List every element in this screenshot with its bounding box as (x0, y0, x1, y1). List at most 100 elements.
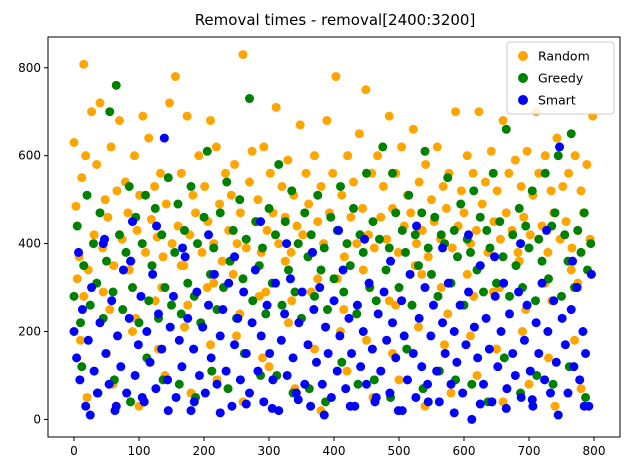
point-random (339, 305, 349, 315)
point-random (566, 265, 576, 275)
point-greedy (566, 129, 576, 139)
point-greedy (388, 168, 397, 178)
point-greedy (121, 247, 131, 257)
point-smart (194, 370, 204, 380)
point-greedy (485, 243, 495, 253)
point-smart (107, 296, 117, 306)
point-smart (122, 388, 132, 398)
point-greedy (560, 230, 570, 240)
point-smart (239, 287, 249, 297)
point-greedy (173, 199, 183, 209)
point-random (567, 243, 577, 253)
point-greedy (401, 247, 410, 257)
point-random (176, 168, 186, 178)
point-greedy (160, 283, 170, 293)
point-smart (527, 395, 537, 405)
point-smart (412, 221, 422, 231)
point-random (284, 318, 293, 328)
point-smart (501, 403, 511, 413)
point-smart (142, 327, 152, 337)
point-smart (271, 278, 280, 288)
point-smart (77, 305, 87, 315)
point-random (376, 212, 386, 222)
point-random (495, 234, 505, 244)
point-smart (174, 335, 184, 345)
point-smart (326, 392, 336, 402)
point-random (522, 146, 532, 156)
point-random (286, 247, 296, 257)
point-smart (362, 379, 371, 389)
point-greedy (498, 252, 508, 262)
x-tick-label: 200 (193, 444, 216, 458)
point-smart (95, 318, 105, 328)
point-smart (89, 366, 99, 376)
point-greedy (352, 309, 362, 319)
point-random (543, 247, 553, 257)
point-random (112, 186, 122, 196)
point-greedy (404, 190, 414, 200)
point-smart (496, 327, 506, 337)
point-smart (522, 300, 532, 310)
point-smart (408, 348, 418, 358)
point-greedy (284, 265, 293, 275)
point-greedy (235, 195, 245, 205)
point-random (310, 151, 319, 161)
point-greedy (397, 225, 407, 235)
point-smart (411, 392, 421, 402)
point-smart (572, 283, 582, 293)
point-greedy (534, 234, 544, 244)
point-greedy (475, 212, 485, 222)
legend: Random Greedy Smart (506, 41, 615, 115)
point-random (165, 98, 175, 108)
point-random (466, 331, 475, 341)
point-random (150, 296, 160, 306)
point-smart (145, 357, 155, 367)
point-random (510, 155, 520, 165)
point-smart (247, 318, 257, 328)
point-smart (514, 287, 524, 297)
point-smart (402, 375, 412, 385)
point-random (274, 239, 284, 249)
point-smart (423, 397, 433, 407)
point-greedy (163, 173, 173, 183)
point-random (443, 309, 453, 319)
point-smart (449, 327, 459, 337)
point-random (440, 340, 449, 350)
y-tick-label: 800 (18, 61, 41, 75)
point-smart (461, 340, 471, 350)
point-greedy (508, 230, 518, 240)
point-smart (168, 291, 178, 301)
point-random (322, 116, 332, 126)
point-random (100, 195, 110, 205)
point-random (501, 208, 511, 218)
point-smart (230, 252, 240, 262)
point-smart (555, 142, 565, 152)
point-random (472, 370, 482, 380)
point-smart (230, 340, 240, 350)
point-smart (545, 388, 555, 398)
point-greedy (505, 291, 514, 301)
point-smart (382, 335, 392, 345)
point-greedy (111, 80, 121, 90)
point-random (518, 327, 527, 337)
point-greedy (362, 168, 371, 178)
point-random (446, 388, 456, 398)
point-smart (87, 283, 97, 293)
point-greedy (128, 283, 137, 293)
point-smart (528, 401, 538, 411)
point-greedy (323, 305, 332, 315)
point-random (206, 340, 215, 350)
point-greedy (147, 261, 157, 271)
point-greedy (199, 212, 209, 222)
point-random (384, 296, 394, 306)
point-random (71, 201, 81, 211)
point-smart (288, 353, 298, 363)
point-greedy (144, 296, 154, 306)
point-smart (502, 384, 512, 394)
point-random (253, 195, 263, 205)
point-smart (358, 327, 368, 337)
point-random (232, 331, 241, 341)
point-random (173, 221, 183, 231)
point-random (525, 230, 535, 240)
point-greedy (176, 309, 186, 319)
